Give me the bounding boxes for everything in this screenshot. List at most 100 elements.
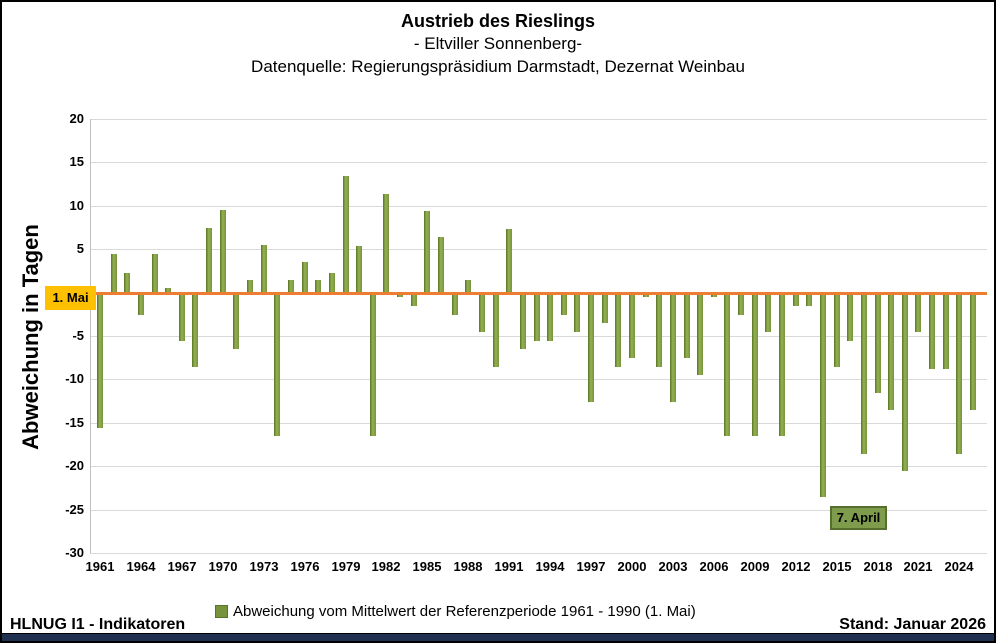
x-tick-2006: 2006 (699, 559, 729, 574)
gridline-5 (90, 249, 987, 250)
bar-2025 (970, 293, 976, 410)
x-tick-1988: 1988 (453, 559, 483, 574)
bar-1989 (479, 293, 485, 332)
bar-1970 (220, 210, 226, 292)
bar-1987 (452, 293, 458, 315)
x-tick-1973: 1973 (249, 559, 279, 574)
y-tick-20: 20 (69, 111, 84, 126)
gridline--25 (90, 510, 987, 511)
y-tick--5: -5 (72, 328, 84, 343)
gridline--15 (90, 423, 987, 424)
x-tick-1961: 1961 (85, 559, 115, 574)
bar-2002 (656, 293, 662, 367)
bar-1975 (288, 280, 294, 293)
x-tick-2012: 2012 (781, 559, 811, 574)
gridline-10 (90, 206, 987, 207)
x-tick-1964: 1964 (126, 559, 156, 574)
bar-1998 (602, 293, 608, 323)
x-tick-1967: 1967 (167, 559, 197, 574)
bar-2023 (943, 293, 949, 369)
bar-1968 (192, 293, 198, 367)
bar-1980 (356, 246, 362, 293)
plot-area (90, 119, 987, 554)
bar-2020 (902, 293, 908, 471)
x-tick-1979: 1979 (331, 559, 361, 574)
title-block: Austrieb des Rieslings - Eltviller Sonne… (2, 9, 994, 79)
bar-1963 (124, 273, 130, 293)
bar-2008 (738, 293, 744, 315)
bar-1971 (233, 293, 239, 349)
bar-2004 (684, 293, 690, 358)
y-tick--10: -10 (65, 371, 84, 386)
bar-2010 (765, 293, 771, 332)
bar-1966 (165, 288, 171, 292)
chart-subtitle: - Eltviller Sonnenberg- (413, 34, 583, 54)
bar-1979 (343, 176, 349, 292)
bar-1988 (465, 280, 471, 293)
bar-2000 (629, 293, 635, 358)
x-tick-2000: 2000 (617, 559, 647, 574)
bar-1969 (206, 228, 212, 293)
bar-1985 (424, 211, 430, 293)
bar-1982 (383, 194, 389, 293)
x-tick-2015: 2015 (822, 559, 852, 574)
y-tick--15: -15 (65, 415, 84, 430)
bar-1962 (111, 254, 117, 293)
bar-1991 (506, 229, 512, 292)
chart-datasource: Datenquelle: Regierungspräsidium Darmsta… (251, 57, 745, 77)
bar-1995 (561, 293, 567, 315)
bar-1973 (261, 245, 267, 293)
bar-2012 (793, 293, 799, 306)
y-axis-line (90, 119, 91, 553)
bar-2016 (847, 293, 853, 341)
bar-1986 (438, 237, 444, 293)
y-tick-10: 10 (69, 198, 84, 213)
bar-2014 (820, 293, 826, 497)
bar-2015 (834, 293, 840, 367)
bar-2017 (861, 293, 867, 454)
x-tick-2018: 2018 (863, 559, 893, 574)
bar-1965 (152, 254, 158, 293)
x-tick-1997: 1997 (576, 559, 606, 574)
bar-2003 (670, 293, 676, 402)
gridline--20 (90, 466, 987, 467)
x-tick-2021: 2021 (903, 559, 933, 574)
bar-1977 (315, 280, 321, 293)
bar-1997 (588, 293, 594, 402)
bar-1964 (138, 293, 144, 315)
bar-1978 (329, 273, 335, 293)
x-tick-1991: 1991 (494, 559, 524, 574)
bar-2019 (888, 293, 894, 410)
bar-1994 (547, 293, 553, 341)
gridline--30 (90, 553, 987, 554)
x-tick-1985: 1985 (412, 559, 442, 574)
x-tick-2024: 2024 (944, 559, 974, 574)
y-tick--20: -20 (65, 458, 84, 473)
y-tick-15: 15 (69, 154, 84, 169)
gridline-15 (90, 162, 987, 163)
bar-2007 (724, 293, 730, 436)
bar-2009 (752, 293, 758, 436)
baseline-label: 1. Mai (45, 286, 96, 310)
y-tick--30: -30 (65, 545, 84, 560)
x-tick-1982: 1982 (371, 559, 401, 574)
bar-1976 (302, 262, 308, 292)
legend: Abweichung vom Mittelwert der Referenzpe… (215, 603, 696, 620)
x-tick-1994: 1994 (535, 559, 565, 574)
bar-1981 (370, 293, 376, 436)
footer-right-label: Stand: Januar 2026 (839, 616, 986, 633)
x-tick-1976: 1976 (290, 559, 320, 574)
baseline-zero-line (90, 292, 987, 295)
bar-1992 (520, 293, 526, 349)
bar-1983 (397, 293, 403, 297)
bar-1990 (493, 293, 499, 367)
bar-1993 (534, 293, 540, 341)
legend-swatch-icon (215, 605, 228, 618)
bar-2001 (643, 293, 649, 297)
bar-2006 (711, 293, 717, 297)
chart-title: Austrieb des Rieslings (400, 11, 596, 31)
bar-2011 (779, 293, 785, 436)
bar-1999 (615, 293, 621, 367)
x-tick-2003: 2003 (658, 559, 688, 574)
